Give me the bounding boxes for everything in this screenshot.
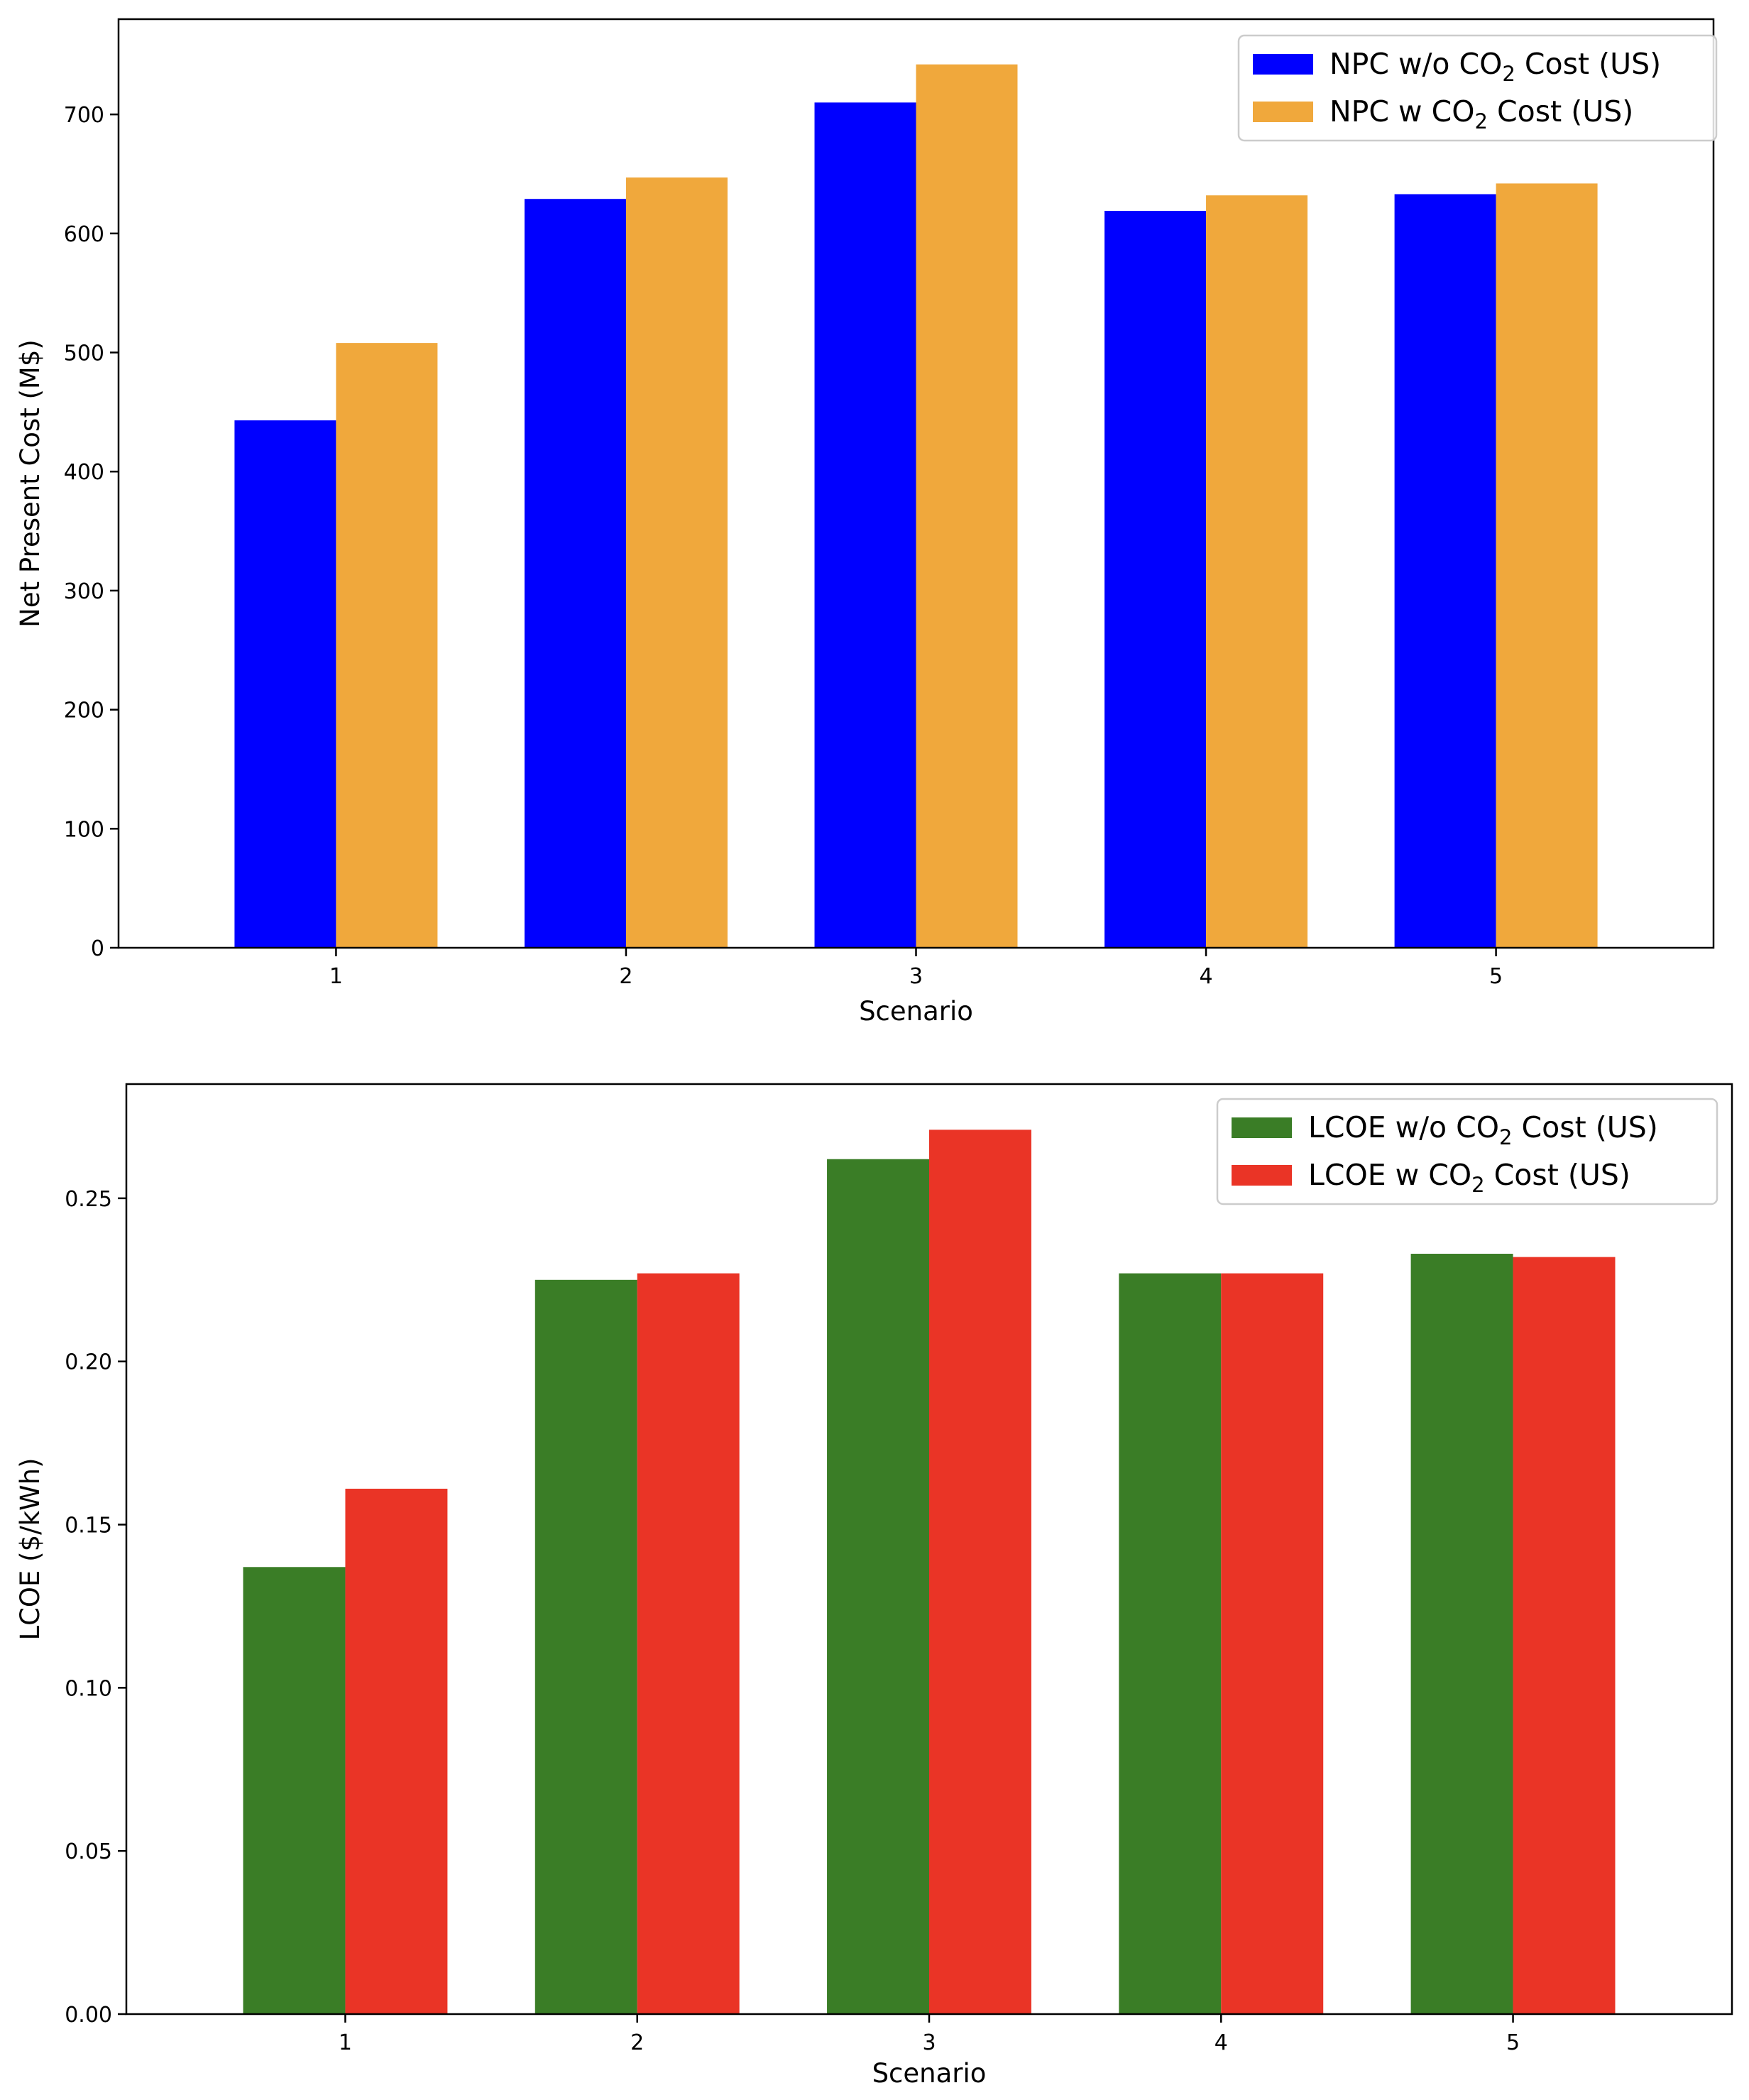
y-tick-label: 600 (64, 222, 104, 247)
y-tick-label: 200 (64, 699, 104, 723)
bar-without-co2-scenario-2 (524, 199, 626, 948)
y-tick-label: 300 (64, 579, 104, 604)
x-axis-title: Scenario (859, 996, 973, 1027)
legend: LCOE w/o CO2 Cost (US) LCOE w CO2 Cost (U… (1216, 1098, 1718, 1205)
y-tick-label: 0.25 (65, 1187, 112, 1212)
x-tick-label: 1 (339, 2030, 352, 2055)
x-tick-label: 5 (1489, 964, 1503, 989)
x-tick-label: 3 (922, 2030, 936, 2055)
legend-swatch (1232, 1117, 1292, 1138)
legend-label: NPC w/o CO2 Cost (US) (1329, 47, 1661, 86)
y-tick-label: 400 (64, 460, 104, 485)
bar-without-co2-scenario-2 (534, 1279, 637, 2014)
x-tick-label: 4 (1215, 2030, 1228, 2055)
bar-with-co2-scenario-1 (336, 343, 438, 948)
legend-frame (1216, 1098, 1718, 1205)
bar-without-co2-scenario-5 (1394, 194, 1496, 948)
legend-swatch (1253, 102, 1313, 122)
bar-with-co2-scenario-5 (1513, 1257, 1616, 2014)
legend-label: NPC w CO2 Cost (US) (1329, 94, 1633, 133)
y-tick-label: 0.00 (65, 2003, 112, 2028)
bar-with-co2-scenario-1 (345, 1488, 448, 2014)
x-tick-label: 2 (619, 964, 632, 989)
bar-without-co2-scenario-3 (814, 102, 916, 948)
legend-swatch (1253, 54, 1313, 75)
x-tick-label: 3 (909, 964, 923, 989)
legend: NPC w/o CO2 Cost (US) NPC w CO2 Cost (US) (1237, 34, 1718, 142)
bar-without-co2-scenario-4 (1119, 1273, 1222, 2014)
y-tick-label: 0.15 (65, 1514, 112, 1538)
bar-without-co2-scenario-5 (1410, 1254, 1513, 2014)
y-tick-label: 0.05 (65, 1839, 112, 1864)
bar-with-co2-scenario-3 (929, 1130, 1031, 2014)
x-tick-label: 5 (1506, 2030, 1520, 2055)
y-tick-label: 0.10 (65, 1676, 112, 1701)
legend-swatch (1232, 1165, 1292, 1186)
bar-without-co2-scenario-4 (1104, 210, 1207, 948)
x-tick-label: 1 (329, 964, 343, 989)
lcoe-chart: 0.00 0.05 0.10 0.15 0.20 0.25 1 2 3 4 5 Scenario LCO… (15, 1083, 1733, 2089)
y-tick-label: 0.20 (65, 1350, 112, 1375)
x-tick-label: 4 (1199, 964, 1212, 989)
bar-without-co2-scenario-1 (243, 1567, 346, 2014)
bar-with-co2-scenario-5 (1496, 183, 1598, 948)
y-axis-title: LCOE ($/kWh) (15, 1458, 45, 1640)
y-tick-label: 700 (64, 103, 104, 128)
y-tick-label: 0 (91, 936, 104, 961)
legend-label: LCOE w/o CO2 Cost (US) (1308, 1110, 1658, 1149)
legend-label: LCOE w CO2 Cost (US) (1308, 1158, 1630, 1197)
y-tick-label: 100 (64, 817, 104, 842)
npc-chart: 0 100 200 300 400 500 600 700 1 2 3 4 5 Scenario Net P… (15, 18, 1718, 1027)
bar-with-co2-scenario-4 (1206, 195, 1308, 948)
x-tick-label: 2 (630, 2030, 644, 2055)
bar-with-co2-scenario-2 (625, 177, 728, 948)
x-axis-title: Scenario (872, 2058, 987, 2089)
bar-with-co2-scenario-2 (637, 1273, 740, 2014)
bar-with-co2-scenario-4 (1221, 1273, 1324, 2014)
y-tick-label: 500 (64, 341, 104, 366)
bar-without-co2-scenario-3 (827, 1159, 929, 2014)
bar-with-co2-scenario-3 (916, 64, 1018, 948)
bar-without-co2-scenario-1 (234, 420, 336, 948)
legend-frame (1237, 34, 1718, 142)
y-axis-title: Net Present Cost (M$) (15, 339, 45, 628)
